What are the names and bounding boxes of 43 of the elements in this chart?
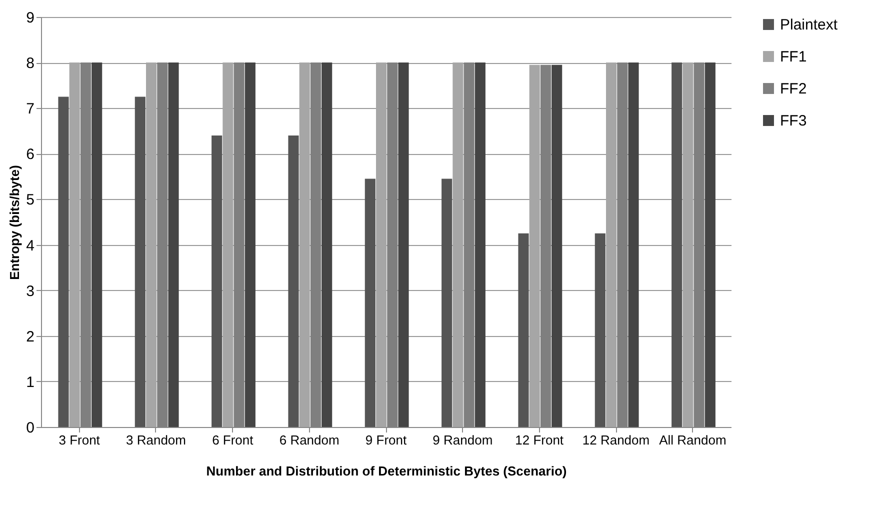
- bar: [244, 62, 256, 427]
- y-tick-label: 1: [26, 374, 34, 391]
- y-tick-label: 7: [26, 100, 34, 118]
- y-tick-label: 4: [26, 237, 34, 254]
- y-tick-label: 8: [26, 55, 34, 72]
- x-tick-label: 12 Front: [515, 432, 564, 448]
- y-tick-label: 5: [26, 192, 34, 209]
- x-tick-label: All Random: [659, 432, 726, 448]
- bar: [398, 62, 409, 427]
- bar: [518, 233, 529, 427]
- legend-label: FF3: [780, 112, 807, 130]
- x-tick-label: 3 Front: [58, 432, 100, 448]
- bar: [58, 96, 69, 427]
- bar: [442, 178, 452, 427]
- bar: [474, 62, 486, 427]
- bar: [364, 178, 376, 427]
- x-tick-label: 9 Front: [365, 432, 407, 448]
- y-tick-label: 6: [26, 146, 34, 164]
- x-tick-label: 12 Random: [582, 432, 650, 448]
- bar: [168, 62, 179, 427]
- y-tick-label: 0: [26, 420, 34, 436]
- y-tick-label: 9: [26, 10, 34, 26]
- bar: [594, 233, 606, 427]
- bar: [552, 64, 562, 427]
- y-tick-label: 3: [26, 282, 34, 300]
- y-axis-title: Entropy (bits/byte): [7, 165, 22, 280]
- bar: [672, 62, 682, 427]
- x-tick-label: 3 Random: [126, 432, 186, 448]
- x-tick-label: 6 Random: [279, 432, 340, 448]
- bar: [92, 62, 102, 427]
- bar: [704, 62, 716, 427]
- bar: [322, 62, 332, 427]
- bar: [628, 62, 639, 427]
- legend-label: Plaintext: [780, 16, 838, 34]
- x-tick-label: 6 Front: [212, 432, 254, 448]
- bar: [288, 135, 299, 427]
- y-tick-label: 2: [26, 328, 34, 346]
- x-tick-label: 9 Random: [432, 432, 493, 448]
- bar: [134, 96, 146, 427]
- x-axis-title: Number and Distribution of Deterministic Bytes (Scenario): [206, 464, 567, 478]
- legend-label: FF1: [780, 48, 807, 66]
- legend-label: FF2: [780, 80, 807, 98]
- bar: [212, 135, 222, 427]
